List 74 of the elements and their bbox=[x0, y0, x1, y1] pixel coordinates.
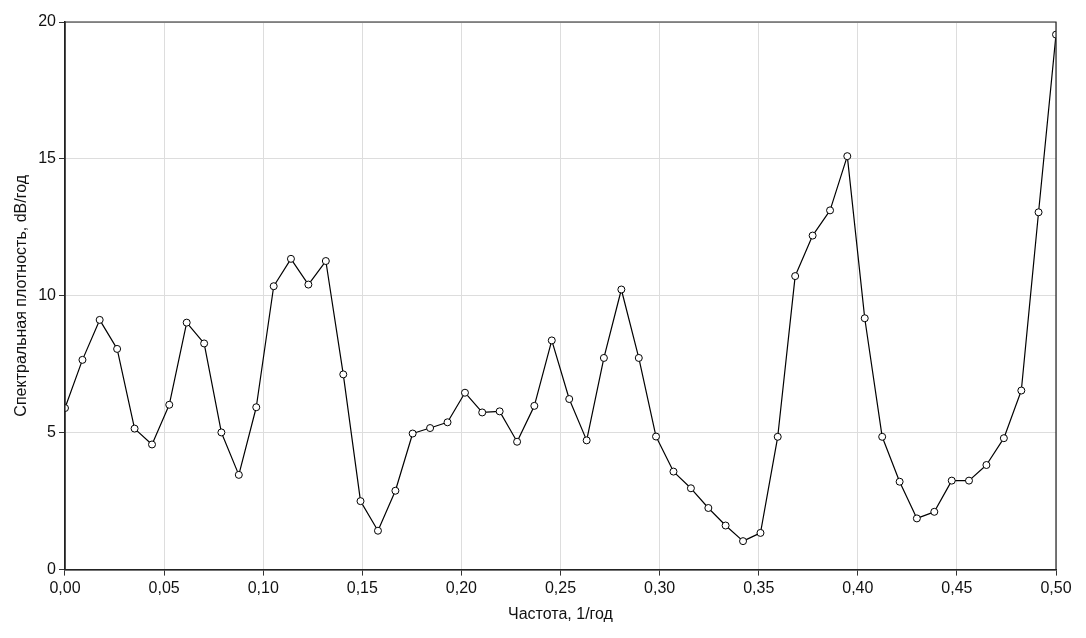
x-tick-label: 0,50 bbox=[1040, 578, 1072, 596]
point bbox=[78, 355, 87, 364]
x-tick-label: 0,30 bbox=[644, 578, 676, 596]
point bbox=[773, 432, 782, 441]
point bbox=[304, 280, 313, 289]
x-tick-label: 0,35 bbox=[743, 578, 775, 596]
point bbox=[686, 484, 695, 493]
point bbox=[373, 526, 382, 535]
x-tick-label: 0,00 bbox=[49, 578, 81, 596]
point bbox=[113, 344, 122, 353]
point bbox=[95, 315, 104, 324]
point bbox=[982, 461, 991, 470]
point bbox=[756, 528, 765, 537]
point bbox=[356, 497, 365, 506]
point bbox=[391, 486, 400, 495]
x-tick-label: 0,25 bbox=[544, 578, 577, 596]
point bbox=[739, 537, 748, 546]
point bbox=[599, 353, 608, 362]
point bbox=[1034, 208, 1043, 217]
point bbox=[669, 467, 678, 476]
point bbox=[217, 428, 226, 437]
x-tick-label: 0,05 bbox=[148, 578, 180, 596]
x-tick-label: 0,40 bbox=[842, 578, 874, 596]
point bbox=[912, 514, 921, 523]
point bbox=[930, 507, 939, 516]
point bbox=[565, 395, 574, 404]
point bbox=[495, 407, 504, 416]
x-tick-label: 0,20 bbox=[445, 578, 478, 596]
point bbox=[165, 400, 174, 409]
point bbox=[721, 521, 730, 530]
point bbox=[339, 370, 348, 379]
point bbox=[791, 272, 800, 281]
y-tick-label: 15 bbox=[38, 149, 57, 167]
point bbox=[1017, 386, 1026, 395]
point bbox=[878, 432, 887, 441]
point bbox=[478, 408, 487, 417]
point bbox=[808, 231, 817, 240]
y-tick-label: 10 bbox=[38, 286, 57, 304]
x-tick-label: 0,10 bbox=[247, 578, 279, 596]
point bbox=[182, 318, 191, 327]
point bbox=[826, 206, 835, 215]
point bbox=[617, 285, 626, 294]
point bbox=[426, 424, 435, 433]
x-tick-label: 0,45 bbox=[941, 578, 973, 596]
point bbox=[895, 477, 904, 486]
point bbox=[130, 424, 139, 433]
point bbox=[634, 353, 643, 362]
point bbox=[234, 470, 243, 479]
point bbox=[252, 403, 261, 412]
point bbox=[321, 257, 330, 266]
y-tick-label: 5 bbox=[47, 423, 57, 441]
point bbox=[947, 476, 956, 485]
point bbox=[443, 418, 452, 427]
point bbox=[513, 437, 522, 446]
point bbox=[999, 434, 1008, 443]
point bbox=[704, 504, 713, 512]
point bbox=[843, 152, 852, 161]
point bbox=[964, 476, 973, 485]
point bbox=[547, 336, 556, 345]
x-tick-label: 0,15 bbox=[346, 578, 378, 596]
point bbox=[860, 314, 869, 323]
point bbox=[286, 254, 295, 263]
point bbox=[582, 436, 591, 445]
point bbox=[652, 432, 661, 441]
point bbox=[460, 388, 469, 397]
point bbox=[269, 282, 278, 291]
point bbox=[530, 401, 539, 410]
point bbox=[408, 429, 417, 438]
y-tick-label: 0 bbox=[47, 560, 57, 578]
y-axis-title: Спектральная плотность, dB/год bbox=[12, 174, 30, 417]
y-tick-label: 20 bbox=[38, 12, 57, 30]
point bbox=[200, 339, 209, 348]
x-axis-title: Частота, 1/год bbox=[508, 604, 614, 622]
point bbox=[148, 440, 157, 449]
